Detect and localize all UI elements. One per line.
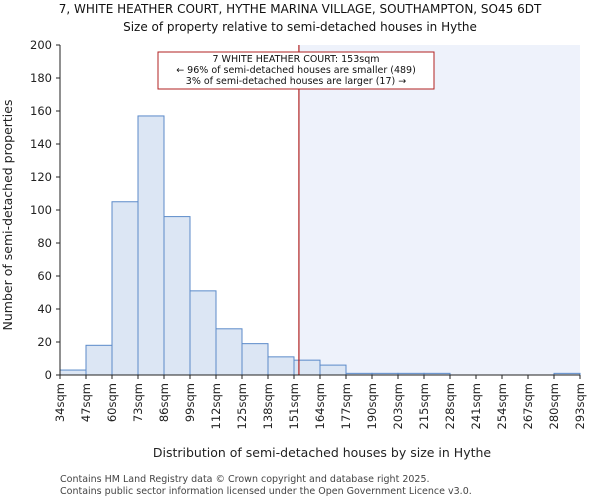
x-tick-label-203sqm: 203sqm — [391, 383, 405, 429]
x-tick-label-151sqm: 151sqm — [287, 383, 301, 429]
x-tick-label-60sqm: 60sqm — [105, 383, 119, 422]
x-tick-label-164sqm: 164sqm — [313, 383, 327, 429]
x-tick-label-228sqm: 228sqm — [443, 383, 457, 429]
y-tick-label-0: 0 — [45, 368, 52, 382]
x-tick-label-99sqm: 99sqm — [183, 383, 197, 422]
x-tick-label-73sqm: 73sqm — [131, 383, 145, 422]
x-tick-label-112sqm: 112sqm — [209, 383, 223, 429]
x-tick-label-254sqm: 254sqm — [495, 383, 509, 429]
x-tick-label-125sqm: 125sqm — [235, 383, 249, 429]
bar-73sqm — [137, 115, 165, 376]
x-axis-label: Distribution of semi-detached houses by … — [153, 445, 492, 460]
y-tick-label-120: 120 — [30, 170, 52, 184]
annotation-larger: 3% of semi-detached houses are larger (1… — [186, 76, 406, 87]
x-tick-label-267sqm: 267sqm — [521, 383, 535, 429]
bar-138sqm — [267, 356, 295, 376]
bar-99sqm — [189, 290, 217, 376]
y-tick-label-160: 160 — [30, 104, 52, 118]
y-tick-label-200: 200 — [30, 38, 52, 52]
x-tick-label-190sqm: 190sqm — [365, 383, 379, 429]
y-tick-label-100: 100 — [30, 203, 52, 217]
annotation-smaller: ← 96% of semi-detached houses are smalle… — [176, 65, 416, 76]
x-tick-label-47sqm: 47sqm — [79, 383, 93, 422]
y-axis-label: Number of semi-detached properties — [0, 100, 15, 331]
x-tick-label-138sqm: 138sqm — [261, 383, 275, 429]
x-tick-label-293sqm: 293sqm — [573, 383, 587, 429]
x-tick-label-280sqm: 280sqm — [547, 383, 561, 429]
y-tick-label-20: 20 — [37, 335, 52, 349]
x-tick-label-177sqm: 177sqm — [339, 383, 353, 429]
bar-34sqm — [59, 369, 87, 376]
annotation-frame — [157, 51, 435, 90]
footer-copyright: Contains HM Land Registry data © Crown c… — [60, 474, 430, 485]
x-tick-label-215sqm: 215sqm — [417, 383, 431, 429]
y-axis-ticks: 0 20 40 60 80 100 120 140 160 180 200 — [30, 38, 60, 382]
x-axis-ticks: 34sqm 47sqm 60sqm 73sqm 86sqm 99sqm 112sqm 125s… — [53, 375, 587, 429]
x-tick-label-241sqm: 241sqm — [469, 383, 483, 429]
bar-60sqm — [111, 201, 139, 376]
bar-86sqm — [163, 216, 191, 376]
footer-licence: Contains public sector information licen… — [60, 486, 472, 497]
bar-125sqm — [241, 343, 269, 376]
x-tick-label-86sqm: 86sqm — [157, 383, 171, 422]
bar-112sqm — [215, 328, 243, 376]
bar-164sqm — [319, 364, 347, 376]
y-tick-label-40: 40 — [37, 302, 52, 316]
chart-title: 7, WHITE HEATHER COURT, HYTHE MARINA VIL… — [59, 2, 542, 16]
y-tick-label-140: 140 — [30, 137, 52, 151]
annotation-title: 7 WHITE HEATHER COURT: 153sqm — [212, 54, 379, 65]
annotation-box: 7 WHITE HEATHER COURT: 153sqm ← 96% of s… — [157, 51, 435, 90]
chart-subtitle: Size of property relative to semi-detach… — [123, 20, 477, 34]
y-tick-label-60: 60 — [37, 269, 52, 283]
x-tick-label-34sqm: 34sqm — [53, 383, 67, 422]
bar-151sqm — [293, 359, 321, 376]
larger-properties-region — [298, 45, 580, 375]
bar-47sqm — [85, 344, 113, 376]
bar-series — [59, 115, 581, 376]
y-tick-label-180: 180 — [30, 71, 52, 85]
y-tick-label-80: 80 — [37, 236, 52, 250]
